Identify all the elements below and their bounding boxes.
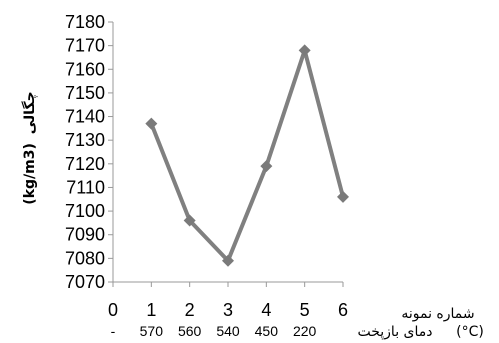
density-series-line [149,48,345,263]
y-axis-label-unit: (kg/m3) [22,143,38,205]
data-point-marker [145,117,158,130]
y-tick-label: 7130 [65,130,105,150]
temperature-tick-label: - [111,323,116,339]
x-axis-label-temperature-unit: (°C) [456,324,484,340]
data-point-marker [337,190,349,203]
y-axis-label-fa: چگالی [21,91,38,134]
x-tick-label: 6 [338,300,348,320]
temperature-tick-label: 450 [255,323,279,339]
temperature-tick-label: 570 [140,323,164,339]
x-tick-label: 0 [108,300,118,320]
y-tick-label: 7120 [65,154,105,174]
y-axis-label: (kg/m3) چگالی [21,91,38,204]
data-point-marker [298,44,311,57]
x-tick-label: 4 [261,300,271,320]
y-tick-label: 7090 [65,225,105,245]
y-tick-label: 7170 [65,36,105,56]
x-tick-label: 1 [146,300,156,320]
temperature-tick-label: 560 [178,323,202,339]
temperature-tick-label: 220 [293,323,317,339]
x-axis-label-samples: شماره نمونه [401,306,474,322]
data-point-marker [183,214,196,227]
data-point-marker [222,254,234,267]
y-tick-label: 7070 [65,272,105,292]
x-axis: 0 1 2 3 4 5 6 - 570 560 540 450 220 [108,281,348,339]
y-tick-label: 7140 [65,107,105,127]
y-tick-label: 7160 [65,59,105,79]
x-axis-label-temperature: دمای بازپخت [357,324,432,340]
x-tick-label: 5 [300,300,310,320]
temperature-tick-label: 540 [216,323,240,339]
axis-labels: (kg/m3) چگالی شماره نمونه دمای بازپخت (°… [21,91,484,340]
density-series [145,44,349,267]
data-point-marker [260,160,273,173]
y-tick-label: 7100 [65,201,105,221]
y-tick-label: 7150 [65,83,105,103]
y-tick-label: 7180 [65,12,105,32]
y-tick-label: 7080 [65,248,105,268]
x-tick-label: 2 [185,300,195,320]
y-axis: 7070 7080 7090 7100 7110 7120 7130 7140 7150 7160… [65,12,114,292]
x-tick-label: 3 [223,300,233,320]
y-tick-label: 7110 [66,177,105,197]
